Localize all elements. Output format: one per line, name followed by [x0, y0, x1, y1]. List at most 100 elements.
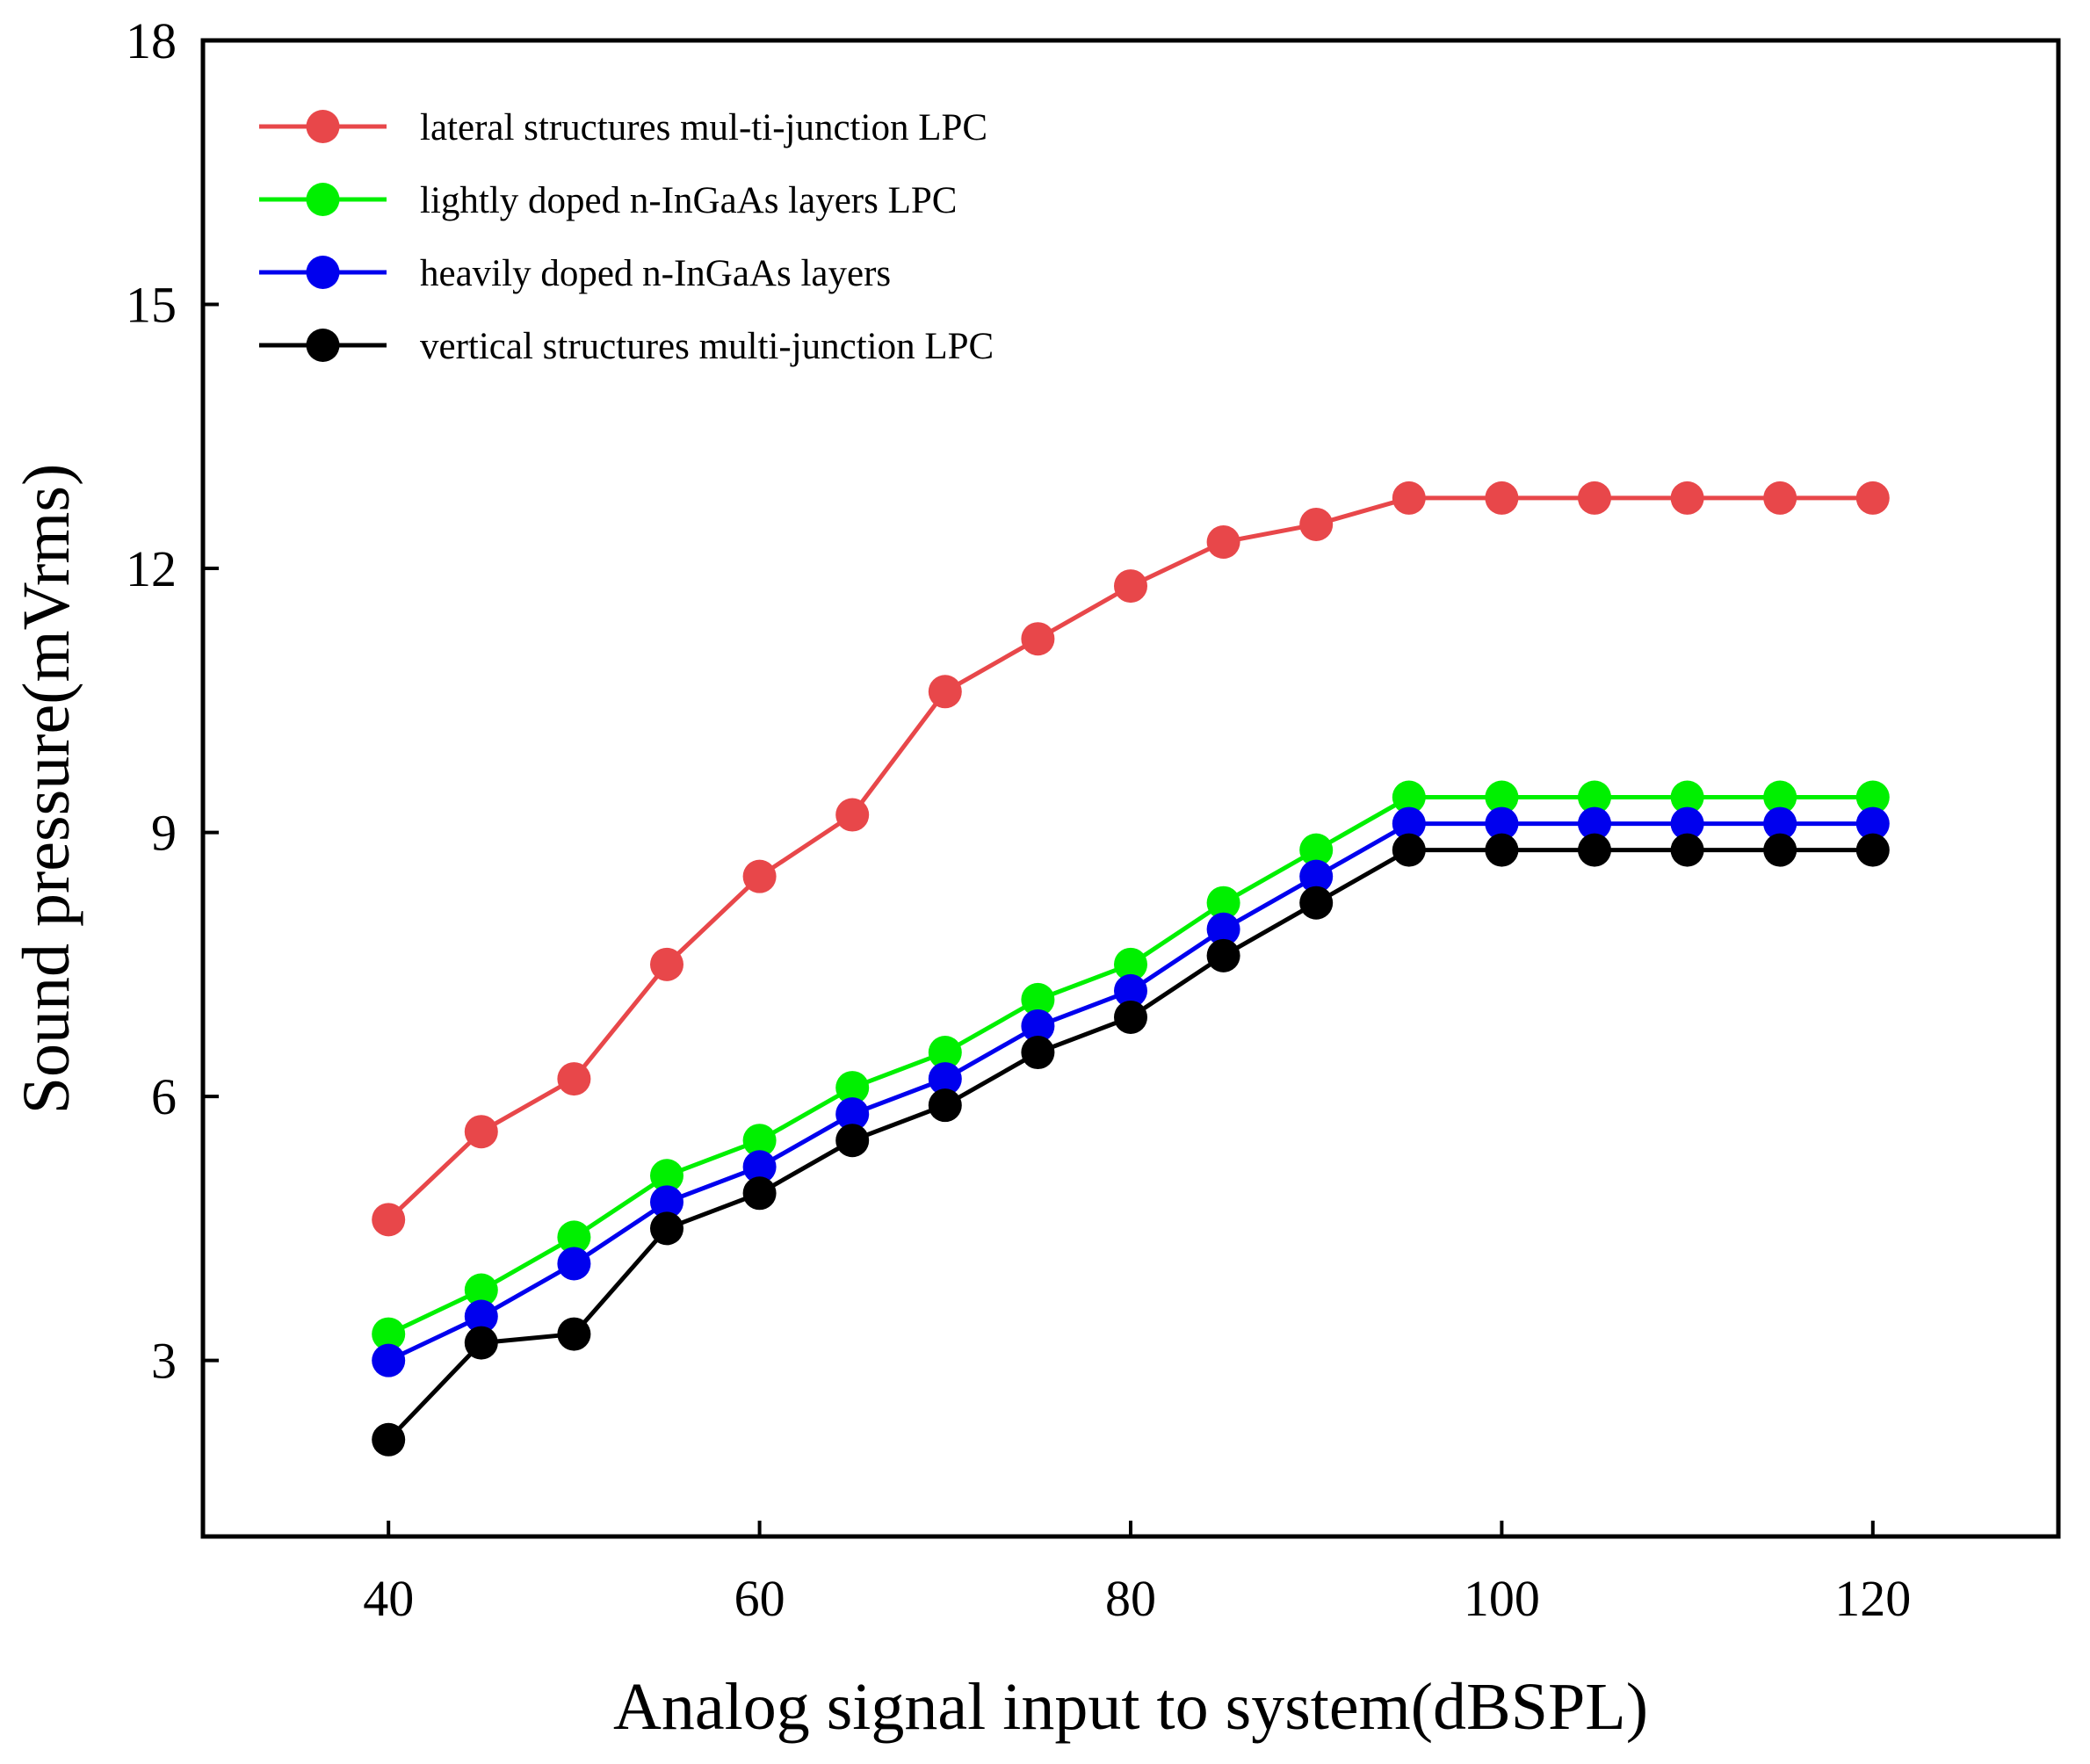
x-tick-label: 80	[1105, 1570, 1156, 1627]
data-point	[1021, 622, 1055, 656]
data-point	[464, 1273, 498, 1307]
data-point	[1763, 481, 1797, 515]
data-point	[1299, 507, 1334, 541]
legend-entry: lateral structures mul-ti-junction LPC	[259, 107, 987, 148]
data-point	[1392, 806, 1426, 841]
series-line	[387, 795, 1873, 1336]
data-point	[1206, 525, 1240, 560]
data-point	[464, 1299, 498, 1334]
legend-label: heavily doped n-InGaAs layers	[420, 253, 891, 294]
series-line	[387, 821, 1873, 1363]
data-point	[1392, 780, 1426, 814]
data-point	[835, 798, 870, 832]
series-4	[372, 833, 1890, 1457]
data-point	[650, 1211, 683, 1246]
data-point	[1670, 806, 1704, 841]
data-point	[742, 859, 777, 893]
y-tick-label: 18	[126, 12, 177, 69]
y-tick-label: 15	[126, 277, 177, 334]
data-point	[1485, 833, 1519, 867]
series-layer	[372, 481, 1890, 1457]
ticks-layer: 40 60 80 100 120 3 6 9 12 15 18	[126, 12, 1911, 1627]
data-point	[928, 1062, 962, 1096]
data-point	[1392, 833, 1426, 867]
data-point	[1670, 833, 1704, 867]
data-point	[835, 1124, 870, 1158]
legend-label: lateral structures mul-ti-junction LPC	[420, 107, 987, 148]
data-point	[1855, 806, 1890, 841]
data-point	[835, 1071, 870, 1105]
data-point	[1206, 912, 1240, 946]
data-point	[1485, 780, 1519, 814]
data-point	[1763, 833, 1797, 867]
data-point	[557, 1247, 591, 1281]
x-axis-title: Analog signal input to system(dBSPL)	[613, 1670, 1648, 1744]
data-point	[1670, 780, 1704, 814]
data-point	[372, 1422, 406, 1457]
data-point	[1206, 938, 1240, 972]
data-point	[1578, 780, 1611, 814]
data-point	[1855, 780, 1890, 814]
data-point	[1392, 481, 1426, 515]
data-point	[1299, 859, 1334, 893]
legend-marker	[306, 183, 340, 216]
data-point	[464, 1115, 498, 1149]
data-point	[464, 1326, 498, 1360]
legend-marker	[306, 329, 340, 362]
data-point	[1114, 973, 1147, 1008]
data-point	[1763, 780, 1797, 814]
y-axis-title: Sound pressure(mVrms)	[10, 464, 83, 1115]
series-2	[372, 780, 1890, 1351]
data-point	[1855, 833, 1890, 867]
data-point	[1485, 806, 1519, 841]
data-point	[1114, 569, 1147, 604]
data-point	[650, 1185, 683, 1219]
data-point	[928, 675, 962, 709]
data-point	[1578, 833, 1611, 867]
data-point	[835, 1097, 870, 1131]
x-tick-label: 40	[363, 1570, 414, 1627]
series-line	[387, 495, 1873, 1222]
x-tick-label: 100	[1464, 1570, 1540, 1627]
data-point	[650, 947, 683, 981]
legend-label: vertical structures multi-junction LPC	[420, 326, 994, 367]
legend-marker	[306, 256, 340, 289]
y-tick-label: 9	[151, 805, 177, 862]
data-point	[1485, 481, 1519, 515]
legend-marker	[306, 110, 340, 143]
series-1	[372, 481, 1890, 1237]
data-point	[1114, 947, 1147, 981]
y-tick-label: 3	[151, 1333, 177, 1390]
data-point	[1021, 1036, 1055, 1070]
data-point	[1670, 481, 1704, 515]
data-point	[1206, 886, 1240, 920]
data-point	[1114, 1000, 1147, 1034]
data-point	[372, 1343, 406, 1377]
x-tick-label: 60	[734, 1570, 785, 1627]
data-point	[372, 1317, 406, 1351]
data-point	[1578, 806, 1611, 841]
data-point	[557, 1062, 591, 1096]
legend-entry: heavily doped n-InGaAs layers	[259, 253, 891, 294]
series-3	[372, 806, 1890, 1377]
data-point	[372, 1203, 406, 1237]
series-line	[387, 848, 1873, 1442]
legend: lateral structures mul-ti-junction LPC li…	[259, 107, 994, 367]
x-tick-label: 120	[1834, 1570, 1911, 1627]
data-point	[928, 1088, 962, 1123]
data-point	[650, 1159, 683, 1193]
data-point	[742, 1124, 777, 1158]
legend-entry: vertical structures multi-junction LPC	[259, 326, 994, 367]
data-point	[742, 1150, 777, 1184]
data-point	[1299, 833, 1334, 867]
data-point	[1021, 982, 1055, 1016]
data-point	[557, 1317, 591, 1351]
legend-label: lightly doped n-InGaAs layers LPC	[420, 180, 957, 221]
y-tick-label: 6	[151, 1068, 177, 1125]
data-point	[557, 1220, 591, 1254]
data-point	[1299, 886, 1334, 920]
legend-entry: lightly doped n-InGaAs layers LPC	[259, 180, 957, 221]
data-point	[1763, 806, 1797, 841]
